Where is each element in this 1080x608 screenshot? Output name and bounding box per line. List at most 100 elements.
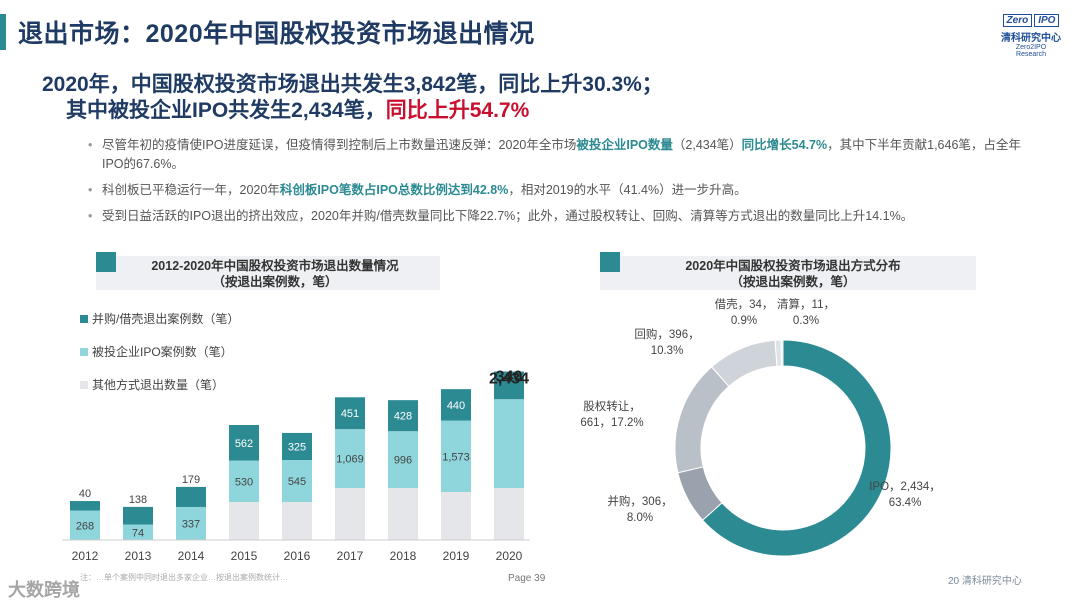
- left-panel-title-l1: 2012-2020年中国股权投资市场退出数量情况: [151, 259, 399, 273]
- logo-cn: 清科研究中心: [1001, 33, 1061, 44]
- bar-other-2020: [494, 488, 524, 540]
- donut-label-回购-l1: 回购，396，: [634, 327, 699, 341]
- donut-label-并购-l1: 并购，306，: [607, 494, 672, 508]
- left-panel-header: [96, 256, 440, 290]
- bar-other-2017: [335, 488, 365, 540]
- bar-other-2015: [229, 502, 259, 540]
- bar-ipo-2020: [494, 399, 524, 488]
- bar-ipo-2013: [123, 524, 153, 540]
- bar-ma-2013: [123, 506, 153, 525]
- bullet-1-text-a: 尽管年初的疫情使IPO进度延误，但疫情得到控制后上市数量迅速反弹：2020年全市…: [102, 138, 577, 152]
- bar-ma-2018: [388, 400, 418, 432]
- bar-ipo-2015: [229, 460, 259, 502]
- right-panel-title-l2: （按退出案例数，笔）: [730, 275, 856, 289]
- donut-slice-IPO: [701, 339, 892, 557]
- right-panel-marker: [600, 252, 620, 272]
- legend-label-other: 其他方式退出数量（笔）: [92, 378, 225, 392]
- ipo-label-2016: 545: [288, 476, 306, 488]
- ipo-label-2020: 2,434: [489, 371, 529, 388]
- footer-note: 注：…单个案例中同时退出多家企业…按退出案例数统计…: [80, 573, 288, 582]
- donut-slice-清算: [780, 339, 784, 367]
- bar-ma-2020: [494, 371, 524, 400]
- legend-item-ipo: 被投企业IPO案例数（笔）: [80, 343, 239, 360]
- donut-label-清算-l2: 0.3%: [793, 315, 819, 327]
- donut-label-IPO-l1: IPO，2,434，: [869, 481, 941, 493]
- legend-item-ma: 并购/借壳退出案例数（笔）: [80, 310, 239, 327]
- zero2ipo-logo: Zero IPO 清科研究中心 Zero2IPO Research: [1000, 14, 1062, 58]
- bar-ma-2016: [282, 432, 312, 460]
- bar-ipo-2016: [282, 459, 312, 502]
- bar-ipo-2019: [441, 420, 471, 492]
- bar-ipo-2018: [388, 431, 418, 488]
- legend-label-ipo: 被投企业IPO案例数（笔）: [92, 345, 233, 359]
- left-panel-marker: [96, 252, 116, 272]
- bar-ma-2012: [70, 501, 100, 511]
- bar-ipo-2014: [176, 506, 206, 540]
- ma-label-2018: 428: [394, 411, 412, 423]
- bullet-list: 尽管年初的疫情使IPO进度延误，但疫情得到控制后上市数量迅速反弹：2020年全市…: [88, 136, 1038, 233]
- ma-label-2017: 451: [341, 408, 359, 420]
- ma-label-2016: 325: [288, 441, 306, 453]
- bullet-1-highlight-1: 被投企业IPO数量: [576, 138, 673, 152]
- bullet-3-text: 受到日益活跃的IPO退出的挤出效应，2020年并购/借壳数量同比下降22.7%；…: [102, 209, 914, 223]
- ma-label-2012: 40: [79, 488, 91, 500]
- headline-line2-highlight: 同比上升54.7%: [385, 99, 530, 122]
- donut-label-借壳-l1: 借壳，34，: [715, 297, 774, 311]
- ipo-label-2017: 1,069: [336, 454, 364, 466]
- bar-legend: 并购/借壳退出案例数（笔） 被投企业IPO案例数（笔） 其他方式退出数量（笔）: [80, 310, 239, 393]
- donut-label-清算-l1: 清算，11，: [777, 297, 835, 311]
- ma-label-2015: 562: [235, 438, 253, 450]
- watermark: 大数跨境: [8, 580, 80, 600]
- donut-label-并购-l2: 8.0%: [627, 512, 653, 524]
- bullet-2-text-a: 科创板已平稳运行一年，2020年: [102, 183, 280, 197]
- bullet-1-highlight-2: 同比增长54.7%: [741, 138, 828, 152]
- bar-ma-2014: [176, 486, 206, 507]
- ipo-label-2015: 530: [235, 476, 253, 488]
- x-tick-2016: 2016: [284, 549, 311, 563]
- x-tick-2014: 2014: [178, 549, 205, 563]
- x-tick-2017: 2017: [337, 549, 364, 563]
- bar-ma-2015: [229, 425, 259, 461]
- logo-brand: Zero: [1002, 14, 1033, 27]
- headline: 2020年，中国股权投资市场退出共发生3,842笔，同比上升30.3%； 其中被…: [42, 72, 663, 124]
- donut-label-回购-l2: 10.3%: [651, 345, 684, 357]
- x-tick-2019: 2019: [443, 549, 470, 563]
- bar-ma-2019: [441, 389, 471, 421]
- x-tick-2018: 2018: [390, 549, 417, 563]
- ipo-label-2018: 996: [394, 455, 412, 467]
- bullet-3: 受到日益活跃的IPO退出的挤出效应，2020年并购/借壳数量同比下降22.7%；…: [88, 207, 1038, 226]
- ma-label-2013: 138: [129, 494, 147, 506]
- x-tick-2013: 2013: [125, 549, 152, 563]
- donut-slice-股权转让: [674, 366, 730, 474]
- headline-line1: 2020年，中国股权投资市场退出共发生3,842笔，同比上升30.3%；: [42, 73, 663, 96]
- x-tick-2015: 2015: [231, 549, 258, 563]
- bullet-2-text-c: ，相对2019的水平（41.4%）进一步升高。: [508, 183, 747, 197]
- bar-ma-2017: [335, 397, 365, 430]
- bar-ipo-2017: [335, 429, 365, 488]
- legend-label-ma: 并购/借壳退出案例数（笔）: [92, 312, 240, 326]
- donut-label-借壳-l2: 0.9%: [731, 315, 757, 327]
- bar-ipo-2012: [70, 510, 100, 540]
- bullet-1: 尽管年初的疫情使IPO进度延误，但疫情得到控制后上市数量迅速反弹：2020年全市…: [88, 136, 1038, 174]
- ipo-label-2014: 337: [182, 518, 200, 530]
- bar-other-2019: [441, 492, 471, 540]
- donut-label-IPO-l2: 63.4%: [889, 497, 922, 509]
- bullet-2: 科创板已平稳运行一年，2020年科创板IPO笔数占IPO总数比例达到42.8%，…: [88, 181, 1038, 200]
- right-panel-title: 2020年中国股权投资市场退出方式分布 （按退出案例数，笔）: [610, 258, 976, 290]
- right-panel-header: [600, 256, 976, 290]
- bullet-2-highlight: 科创板IPO笔数占IPO总数比例达到42.8%: [279, 183, 509, 197]
- right-panel-title-l1: 2020年中国股权投资市场退出方式分布: [685, 259, 901, 273]
- footer-brand: 20 清科研究中心: [948, 576, 1022, 587]
- bullet-1-text-e: ，其中下半年贡献1,646笔，占全年IPO的67.6%。: [102, 138, 1021, 171]
- logo-brand2: IPO: [1034, 14, 1060, 27]
- legend-item-other: 其他方式退出数量（笔）: [80, 376, 239, 393]
- ipo-label-2013: 74: [132, 527, 144, 539]
- left-panel-title: 2012-2020年中国股权投资市场退出数量情况 （按退出案例数，笔）: [110, 258, 440, 290]
- x-tick-2012: 2012: [72, 549, 99, 563]
- donut-label-股权转让-l2: 661，17.2%: [580, 417, 643, 429]
- left-panel-title-l2: （按退出案例数，笔）: [212, 275, 338, 289]
- headline-line2-part1: 其中被投企业IPO共发生2,434笔，: [66, 99, 386, 122]
- bar-other-2016: [282, 502, 312, 540]
- bar-other-2018: [388, 488, 418, 540]
